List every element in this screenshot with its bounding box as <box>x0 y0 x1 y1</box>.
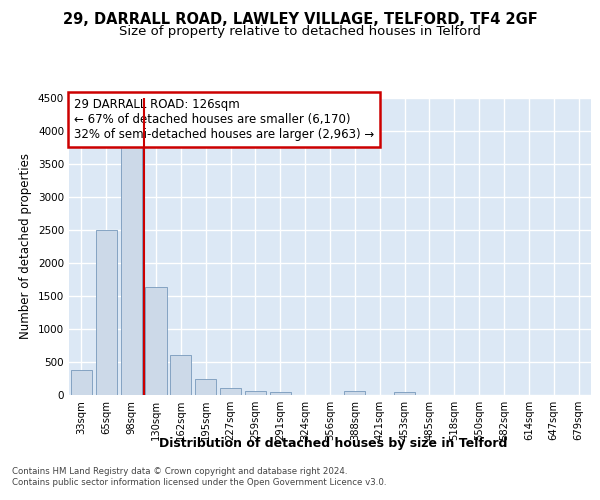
Bar <box>220 388 241 395</box>
Bar <box>71 370 92 395</box>
Text: 29 DARRALL ROAD: 126sqm
← 67% of detached houses are smaller (6,170)
32% of semi: 29 DARRALL ROAD: 126sqm ← 67% of detache… <box>74 98 374 141</box>
Bar <box>145 286 167 395</box>
Bar <box>195 379 216 395</box>
Text: Distribution of detached houses by size in Telford: Distribution of detached houses by size … <box>159 438 507 450</box>
Bar <box>121 147 142 395</box>
Text: Size of property relative to detached houses in Telford: Size of property relative to detached ho… <box>119 25 481 38</box>
Bar <box>394 392 415 395</box>
Text: 29, DARRALL ROAD, LAWLEY VILLAGE, TELFORD, TF4 2GF: 29, DARRALL ROAD, LAWLEY VILLAGE, TELFOR… <box>62 12 538 28</box>
Y-axis label: Number of detached properties: Number of detached properties <box>19 153 32 340</box>
Bar <box>96 230 117 395</box>
Text: Contains HM Land Registry data © Crown copyright and database right 2024.
Contai: Contains HM Land Registry data © Crown c… <box>12 468 386 487</box>
Bar <box>245 391 266 395</box>
Bar <box>270 392 291 395</box>
Bar <box>344 392 365 395</box>
Bar <box>170 356 191 395</box>
